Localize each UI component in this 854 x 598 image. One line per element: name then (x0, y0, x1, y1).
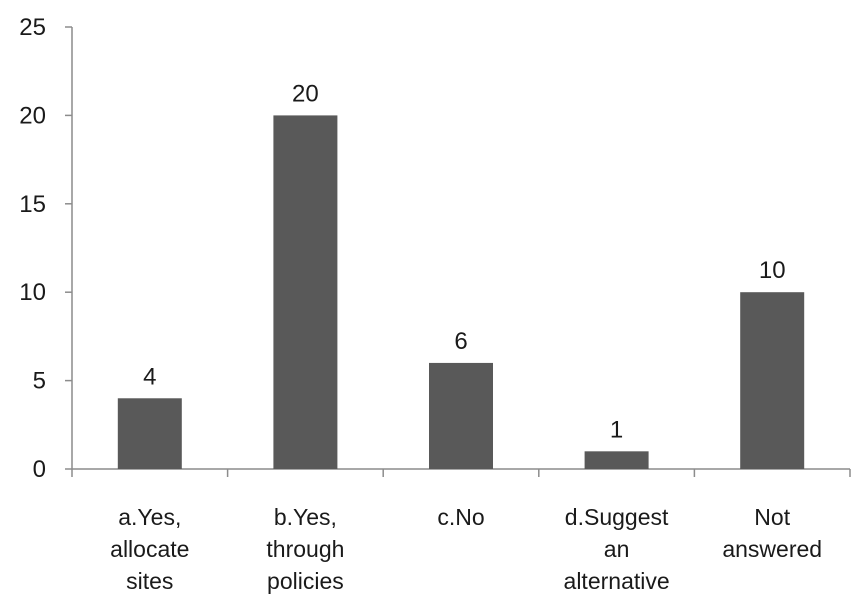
data-label: 6 (454, 328, 467, 355)
bar (584, 451, 649, 469)
data-labels: 4 20 6 1 10 (138, 77, 791, 444)
data-label-background (138, 360, 161, 391)
y-tick-label: 5 (33, 368, 46, 395)
data-label: 4 (143, 363, 156, 390)
category-label: alternative (564, 568, 670, 594)
y-axis: 0 5 10 15 20 25 (19, 14, 73, 483)
y-tick-label: 10 (19, 279, 46, 306)
data-label: 10 (759, 257, 786, 284)
category-label: sites (126, 568, 173, 594)
category-label: Not (754, 504, 790, 530)
category-label: a.Yes, (118, 504, 181, 530)
bar (117, 398, 182, 469)
data-label: 20 (292, 80, 319, 107)
category-label: d.Suggest (565, 504, 669, 530)
data-label-background (605, 413, 628, 444)
bar (740, 292, 805, 469)
x-axis (71, 468, 851, 477)
bar (429, 362, 493, 469)
category-label: policies (267, 568, 344, 594)
data-label: 1 (610, 416, 623, 443)
bar (273, 115, 338, 470)
y-tick-label: 25 (19, 14, 46, 41)
category-label: through (266, 536, 344, 562)
category-label: b.Yes, (274, 504, 337, 530)
y-tick-label: 15 (19, 191, 46, 218)
category-labels: a.Yes, allocate sites b.Yes, through policies… (110, 504, 822, 594)
category-label: c.No (437, 504, 484, 530)
data-label-background (450, 324, 472, 355)
category-label: an (604, 536, 630, 562)
bar-series (117, 115, 805, 470)
y-tick-label: 20 (19, 102, 46, 129)
category-label: allocate (110, 536, 189, 562)
category-label: answered (722, 536, 822, 562)
data-label-background (287, 77, 324, 108)
y-tick-label: 0 (33, 456, 46, 483)
data-label-background (754, 254, 791, 285)
